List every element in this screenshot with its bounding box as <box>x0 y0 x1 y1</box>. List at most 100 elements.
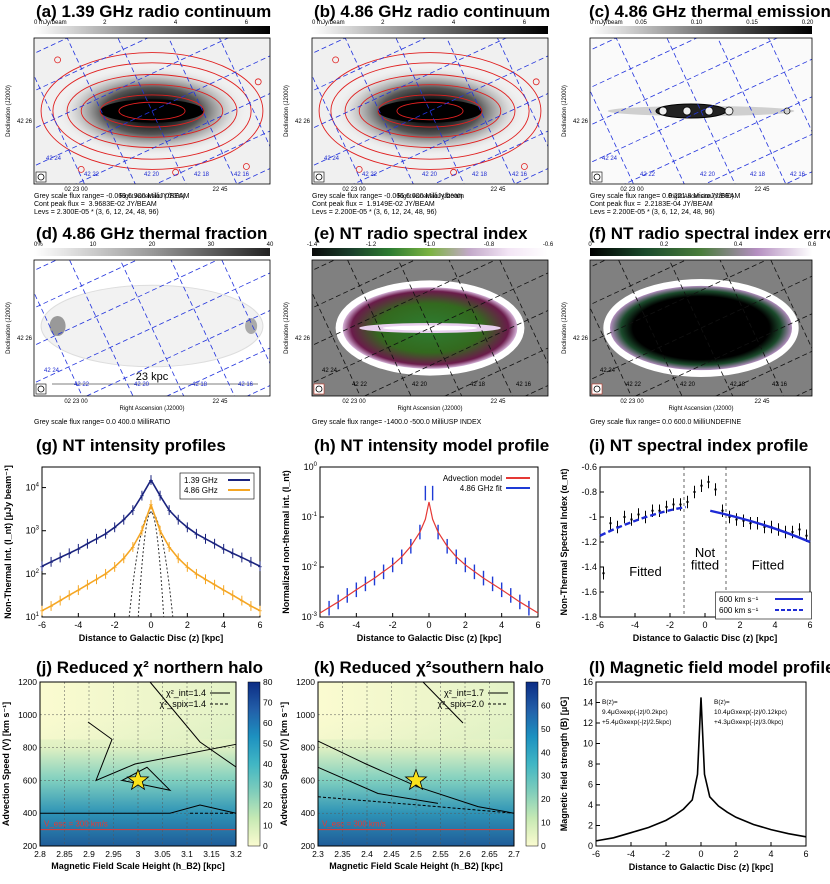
beam-ellipse <box>37 173 45 181</box>
data-point: + <box>49 558 54 567</box>
model-annotation-south: +5.4μGxexp(-|z|/2.5kpc) <box>602 719 671 726</box>
contour-solid <box>40 804 237 814</box>
ra-tick-label: 02 23 00 <box>342 187 366 193</box>
map-panel-f: 0 0.2 0.4 0.6 Declination (J2000) 42 26 02 23 … <box>562 242 817 412</box>
y-tick-label: 200 <box>23 841 37 851</box>
data-point <box>805 534 808 537</box>
y-tick-label: 600 <box>23 775 37 785</box>
hii-region <box>245 318 258 334</box>
thermal-knot <box>682 106 692 116</box>
dec-tick-label: 42 26 <box>573 119 589 125</box>
data-point: + <box>185 523 190 532</box>
data-point <box>791 530 794 534</box>
y-axis-label: Advection Speed (V) [km s⁻¹] <box>279 702 289 826</box>
legend-box <box>179 472 255 500</box>
colorbar-unit-label: 0 mJy/beam <box>312 20 345 26</box>
panel-g-title: (g) NT intensity profiles <box>36 436 226 455</box>
colorbar-tick-label: 20 <box>263 800 273 810</box>
y-tick-label: -1.2 <box>581 537 597 547</box>
data-point: + <box>94 575 99 584</box>
data-point: + <box>49 602 54 611</box>
x-tick-label: -4 <box>631 620 639 630</box>
data-point <box>735 518 738 521</box>
axis-label-y: Declination (J2000) <box>284 85 290 137</box>
x-tick-label: 4 <box>221 620 226 630</box>
contour-level <box>118 101 186 121</box>
thermal-knot <box>724 106 734 116</box>
x-tick-label: 0 <box>148 620 153 630</box>
data-point: + <box>212 581 217 590</box>
colorbar <box>34 248 270 256</box>
colorbar-tick-label: 40 <box>263 759 273 769</box>
y-tick-label: 2 <box>588 821 593 831</box>
data-point: + <box>194 530 199 539</box>
map-panel-e: -1.4 -1.2 -1.0 -0.8 -0.6 Declination (J2000) 4… <box>284 242 554 412</box>
ra-tick-label: 22 45 <box>490 187 506 193</box>
caption-f: Grey scale flux range= 0.0 600.0 MilliUN… <box>590 419 742 426</box>
dec-grid-label: 42 18 <box>194 172 210 178</box>
panel-f-title: (f) NT radio spectral index error <box>589 224 830 243</box>
data-point: + <box>40 607 45 616</box>
data-point: + <box>167 543 172 552</box>
data-point: + <box>158 492 163 501</box>
colorbar-tick-label: 40 <box>541 747 551 757</box>
dec-grid-label: 42 20 <box>412 382 428 388</box>
legend-label: Advection model <box>443 474 502 483</box>
x-tick-label: 2 <box>737 620 742 630</box>
chart-i: -6 -4 -2 0 2 4 6 Distance to Galactic Disc (z) … <box>559 462 813 643</box>
data-point: + <box>167 506 172 515</box>
data-point: + <box>85 540 90 549</box>
colorbar-tick: 0.15 <box>746 20 758 26</box>
dec-grid-label: 42 22 <box>640 172 656 178</box>
axis-label-x: Right Ascension (J2000) <box>668 194 733 200</box>
model-annotation-north: B(z)= <box>714 699 730 706</box>
axis-label-y: Declination (J2000) <box>562 302 568 354</box>
contour-solid <box>87 721 237 782</box>
x-tick-label: 2 <box>733 849 738 859</box>
contour-solid <box>149 681 237 768</box>
colorbar-tick-label: 70 <box>263 698 273 708</box>
colorbar-unit-label: 0 mJy/beam <box>590 20 623 26</box>
dec-grid-label: 42 16 <box>512 172 528 178</box>
data-point: + <box>76 586 81 595</box>
map-frame <box>33 259 271 397</box>
map-frame <box>33 37 271 185</box>
beam-box <box>313 383 325 395</box>
panel-i-title: (i) NT spectral index profile <box>589 436 809 455</box>
dec-grid-label: 42 24 <box>324 156 340 162</box>
data-point: + <box>130 543 135 552</box>
dec-grid-label: 42 18 <box>730 382 746 388</box>
data-point <box>679 503 682 506</box>
x-tick-label: 4 <box>768 849 773 859</box>
data-point <box>798 528 801 531</box>
y-tick-label: 800 <box>23 743 37 753</box>
contour-blob <box>77 165 85 173</box>
panel-j-title: (j) Reduced χ² northern halo <box>36 658 264 677</box>
colorbar <box>590 248 812 256</box>
legend-label: 1.39 GHz <box>184 476 218 485</box>
colorbar-tick: 40 <box>267 242 274 248</box>
data-point <box>714 488 717 491</box>
panel-e-title: (e) NT radio spectral index <box>314 224 528 243</box>
colorbar-tick-label: 60 <box>541 700 551 710</box>
map-frame <box>311 259 549 397</box>
colorbar-tick: -1.0 <box>425 242 436 248</box>
ra-tick-label: 22 45 <box>754 187 770 193</box>
x-tick-label: -2 <box>111 620 119 630</box>
data-point: + <box>58 597 63 606</box>
contour-blob <box>332 56 339 64</box>
data-point <box>700 484 703 487</box>
y-tick-label: 14 <box>583 698 593 708</box>
dec-grid-label: 42 20 <box>422 172 438 178</box>
x-tick-label: 6 <box>807 620 812 630</box>
data-point: + <box>230 549 235 558</box>
contour-blob <box>54 56 61 64</box>
contour-blob <box>242 163 250 170</box>
ra-tick-label: 02 23 00 <box>620 187 644 193</box>
data-point: + <box>221 586 226 595</box>
legend-label: χ²_spix=1.4 <box>160 699 207 709</box>
y-tick-label: 800 <box>301 743 315 753</box>
model-annotation-north: 10.4μGxexp(-|z|/0.12kpc) <box>714 709 787 716</box>
y-tick-label: 102 <box>26 569 40 579</box>
contour-blob <box>254 78 262 86</box>
